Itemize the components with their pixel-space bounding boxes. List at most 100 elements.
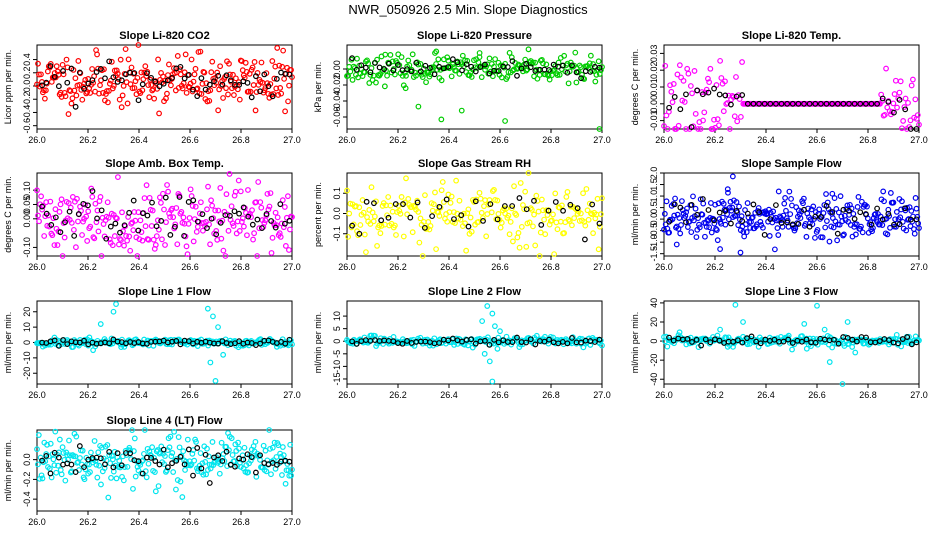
data-point [736, 203, 742, 210]
data-point [35, 212, 41, 219]
overlay-point [60, 68, 66, 74]
data-point [173, 486, 179, 493]
overlay-point [817, 214, 824, 220]
data-point [453, 177, 460, 184]
data-point [400, 233, 407, 240]
overlay-point [156, 461, 163, 468]
overlay-point [688, 202, 695, 208]
data-point [111, 448, 118, 455]
data-point [87, 90, 94, 96]
y-tick-label: -15 [332, 372, 342, 385]
data-point [770, 208, 777, 215]
data-point [403, 72, 409, 79]
data-point [792, 225, 799, 232]
data-point [542, 231, 549, 238]
overlay-point [223, 72, 230, 79]
data-point [685, 70, 692, 77]
overlay-point [501, 203, 508, 209]
data-point [285, 193, 291, 200]
overlay-point [121, 222, 128, 229]
data-point [278, 90, 285, 97]
overlay-point [259, 225, 265, 232]
overlay-point [253, 73, 259, 80]
x-tick-label: 26.4 [440, 262, 458, 272]
data-point [354, 55, 360, 62]
data-point [405, 57, 412, 64]
data-point [739, 59, 745, 65]
data-point [712, 201, 719, 208]
overlay-point [589, 201, 596, 208]
data-point [830, 224, 837, 231]
data-point [98, 253, 105, 259]
data-point [167, 214, 174, 220]
data-point [680, 77, 687, 84]
data-point [188, 461, 195, 468]
overlay-point [913, 339, 920, 346]
overlay-point [587, 68, 594, 75]
data-point [413, 72, 419, 79]
data-point [70, 344, 76, 350]
data-point [172, 221, 179, 228]
data-point [207, 359, 214, 366]
overlay-point [208, 215, 215, 222]
overlay-point [744, 210, 751, 217]
data-point [435, 209, 442, 216]
x-tick-label: 27.0 [283, 135, 301, 145]
overlay-point [204, 225, 210, 232]
overlay-point [286, 458, 293, 465]
data-point [152, 469, 158, 475]
data-point [405, 196, 412, 202]
overlay-point [356, 230, 363, 237]
y-tick-label: -0.1 [332, 226, 342, 242]
x-tick-label: 26.4 [130, 390, 148, 400]
data-point [823, 218, 830, 224]
data-point [59, 253, 66, 259]
overlay-point [94, 215, 100, 222]
overlay-point [219, 81, 226, 88]
series-points [34, 301, 295, 384]
overlay-point [857, 209, 864, 216]
x-tick-label: 27.0 [283, 390, 301, 400]
data-point [108, 58, 115, 65]
y-tick-label: 40 [649, 298, 659, 308]
data-point [141, 427, 148, 433]
data-point [789, 346, 795, 353]
data-point [197, 48, 204, 55]
data-point [97, 193, 104, 200]
x-tick-label: 26.8 [859, 262, 877, 272]
data-point [193, 439, 199, 445]
data-point [216, 470, 223, 477]
data-point [775, 232, 782, 238]
panel-title: Slope Gas Stream RH [418, 158, 531, 170]
y-tick-label: 20 [649, 317, 659, 327]
overlay-point [286, 217, 293, 224]
overlay-point [164, 77, 171, 84]
data-point [174, 53, 181, 59]
data-point [852, 231, 859, 238]
data-point [187, 462, 194, 469]
overlay-point [408, 68, 415, 75]
data-point [377, 230, 384, 237]
data-point [280, 452, 287, 459]
data-point [83, 213, 90, 220]
data-point [39, 475, 46, 482]
overlay-point [185, 199, 192, 205]
data-point [274, 214, 281, 221]
data-point [530, 59, 536, 66]
data-point [553, 219, 560, 226]
overlay-point [739, 92, 746, 98]
data-point [508, 54, 515, 61]
overlay-point [546, 336, 552, 343]
data-point [584, 207, 591, 214]
data-point [523, 67, 530, 74]
data-point [130, 485, 136, 492]
overlay-point [358, 62, 365, 69]
x-tick-label: 26.4 [757, 135, 775, 145]
data-point [869, 228, 875, 235]
data-point [543, 61, 550, 68]
data-point [208, 69, 215, 76]
overlay-point [733, 208, 740, 214]
data-point [422, 192, 428, 199]
data-point [94, 51, 100, 58]
